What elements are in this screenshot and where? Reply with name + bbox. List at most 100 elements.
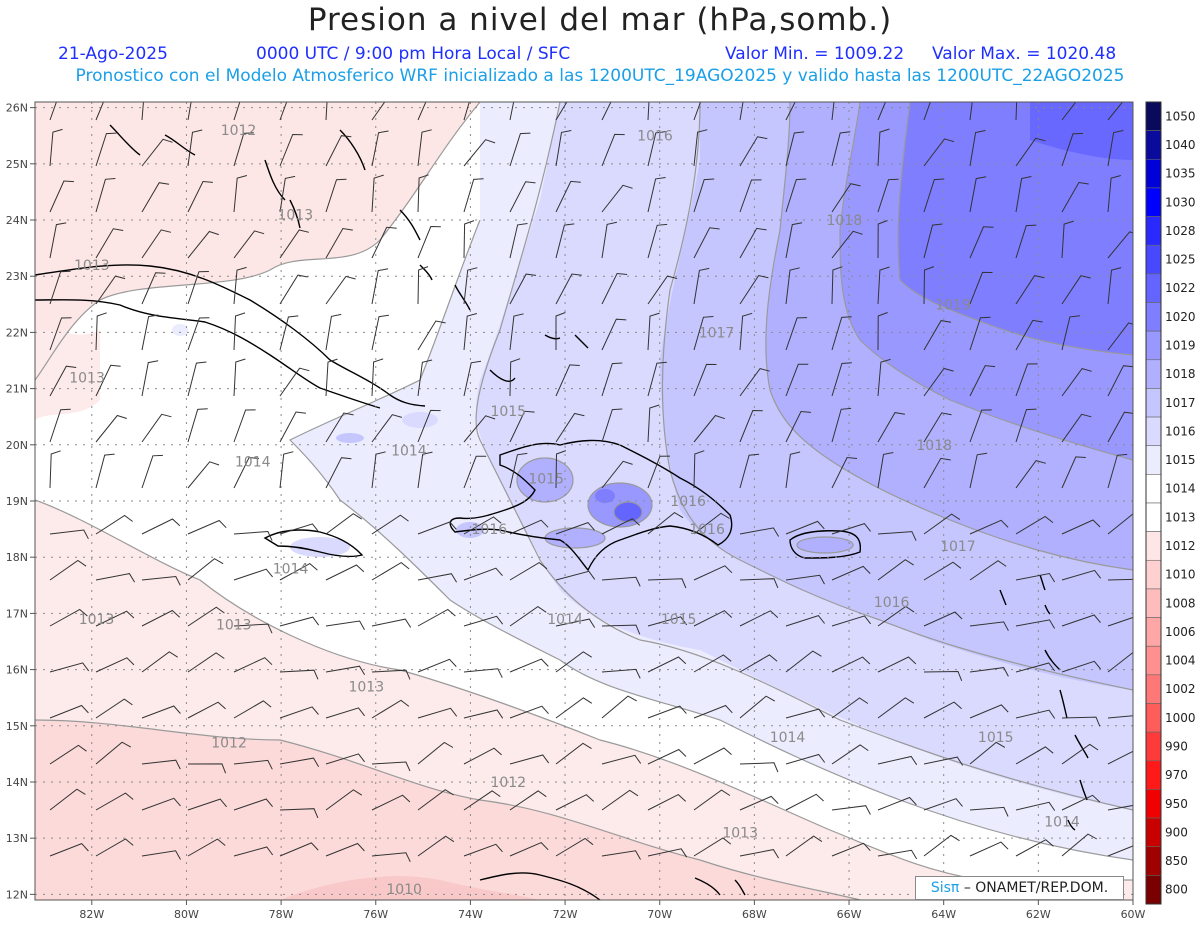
wind-barb (1015, 408, 1037, 443)
wind-barb (325, 135, 352, 167)
wind-barb (647, 656, 687, 673)
wind-barb (785, 102, 796, 121)
wind-barb (785, 222, 803, 259)
wind-barb (739, 453, 760, 489)
lon-label: 76W (363, 908, 388, 921)
colorbar-swatch (1145, 359, 1162, 389)
wind-barb (647, 455, 671, 489)
jamaica-coast (263, 529, 364, 558)
wind-barb (1015, 319, 1043, 351)
wind-barb (371, 669, 411, 680)
wind-barb (463, 747, 502, 765)
wind-barb (95, 514, 133, 535)
isobar-label: 1014 (547, 612, 583, 628)
wind-barb (509, 102, 515, 121)
wind-barb (739, 527, 780, 537)
lon-label: 72W (553, 908, 578, 921)
wind-barb (923, 178, 945, 213)
isobar-label: 1015 (661, 612, 697, 628)
wind-barb (1061, 833, 1098, 857)
colorbar-swatch (1145, 158, 1162, 189)
colorbar-label: 850 (1165, 854, 1188, 868)
lon-label: 78W (269, 908, 294, 921)
wind-barb (831, 362, 852, 397)
wind-barb (555, 618, 596, 628)
lon-label: 70W (647, 908, 672, 921)
wind-barb (601, 789, 639, 811)
wind-barb (463, 267, 478, 305)
wind-barb (233, 798, 273, 811)
wind-barb (325, 842, 365, 857)
wind-barb (1107, 651, 1133, 673)
wind-barb (371, 130, 389, 167)
lat-label: 24N (6, 214, 28, 227)
wind-barb (601, 362, 623, 397)
wind-barb (463, 567, 503, 581)
isobar-label: 1014 (770, 730, 806, 746)
colorbar-label: 1013 (1165, 510, 1196, 524)
wind-barb (49, 102, 57, 121)
wind-barb (923, 138, 955, 167)
wind-barb (141, 454, 163, 489)
cuba-coast (35, 264, 426, 409)
wind-barb (693, 267, 710, 305)
wind-barb (785, 574, 825, 585)
wind-barb (1061, 569, 1102, 581)
wind-barb (417, 835, 455, 857)
wind-barb (739, 654, 778, 673)
wind-barb (1107, 715, 1133, 719)
isobar-label: 1017 (699, 325, 735, 341)
isobar-label: 1019 (935, 297, 971, 313)
wind-barb (1107, 616, 1133, 627)
colorbar-label: 1019 (1165, 338, 1196, 352)
wind-barb (969, 667, 1009, 677)
wind-barb (923, 670, 963, 681)
lat-label: 15N (6, 720, 28, 733)
map-title: Presion a nivel del mar (hPa,somb.) (307, 2, 893, 38)
wind-barb (1061, 716, 1101, 727)
wind-barb (49, 180, 74, 213)
wind-barb (877, 796, 917, 811)
wind-barb (601, 624, 641, 635)
wind-barb (647, 131, 666, 167)
wind-barb (1015, 801, 1056, 811)
wind-barb (141, 413, 172, 443)
colorbar-swatch (1145, 588, 1162, 618)
colorbar-swatch (1145, 817, 1162, 848)
wind-barb (509, 754, 550, 765)
wind-barb (923, 611, 963, 627)
wind-barb (509, 273, 537, 305)
wind-barb (1015, 176, 1032, 213)
wind-barb (509, 410, 535, 443)
wind-barb (555, 522, 595, 535)
wind-barb (1107, 411, 1133, 443)
colorbar-label: 1018 (1165, 367, 1196, 381)
wind-barb (647, 578, 687, 589)
wind-barb (831, 615, 871, 627)
wind-barb (325, 313, 342, 351)
isobar-label: 1013 (277, 207, 313, 223)
lon-label: 82W (79, 908, 104, 921)
wind-barb (233, 175, 248, 213)
wind-barb (279, 842, 319, 857)
wind-barb (463, 668, 503, 678)
wind-barb (1015, 224, 1037, 259)
colorbar-swatch (1145, 703, 1162, 733)
wind-barb (1107, 322, 1133, 351)
wind-barb (877, 755, 918, 766)
wind-barb (187, 129, 203, 167)
wind-barb (739, 795, 779, 811)
wind-barb (831, 565, 871, 581)
colorbar-label: 1020 (1165, 310, 1196, 324)
wind-barb (831, 131, 851, 167)
colorbar-label: 1000 (1165, 711, 1196, 725)
isobar-label: 1014 (1044, 814, 1080, 830)
wind-barb (371, 358, 384, 397)
wind-barb (1061, 133, 1084, 167)
wind-barb (233, 623, 273, 634)
wind-barb (969, 271, 993, 305)
wind-barb (509, 313, 524, 351)
wind-barb (969, 621, 1009, 631)
colorbar-swatch (1145, 273, 1162, 303)
